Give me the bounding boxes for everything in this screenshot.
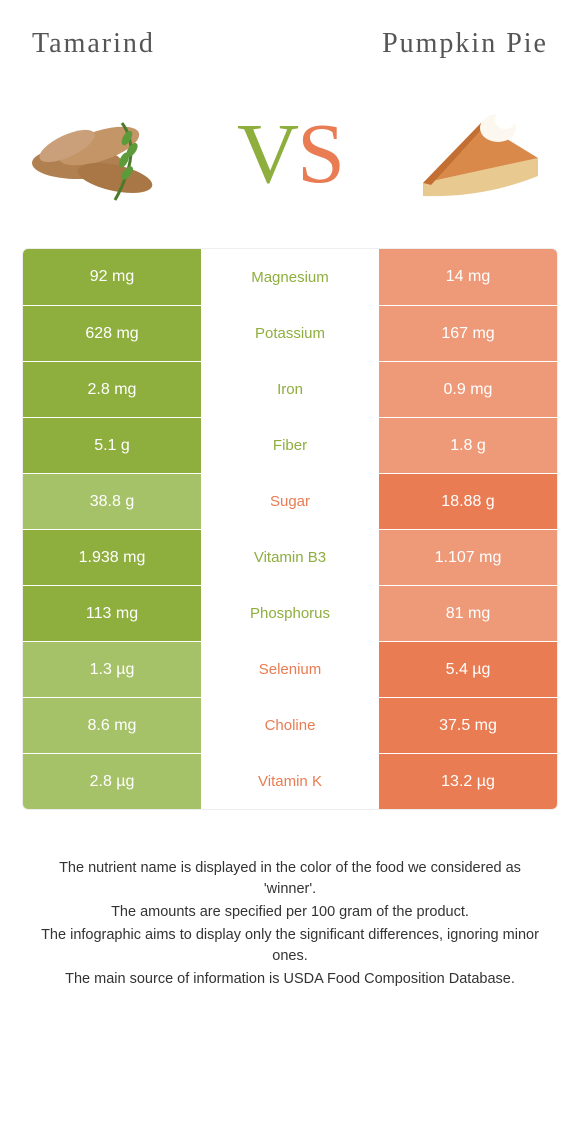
nutrient-name: Vitamin K [201,754,379,809]
pumpkin-pie-image [403,88,553,218]
nutrient-name: Iron [201,362,379,417]
value-left: 113 mg [23,586,201,641]
value-right: 1.107 mg [379,530,557,585]
hero-row: V S [22,78,558,248]
table-row: 5.1 gFiber1.8 g [23,417,557,473]
footer-notes: The nutrient name is displayed in the co… [22,810,558,990]
table-row: 8.6 mgCholine37.5 mg [23,697,557,753]
vs-s: S [297,103,343,203]
value-right: 18.88 g [379,474,557,529]
table-row: 2.8 µgVitamin K13.2 µg [23,753,557,809]
nutrient-name: Choline [201,698,379,753]
table-row: 628 mgPotassium167 mg [23,305,557,361]
value-left: 38.8 g [23,474,201,529]
comparison-table: 92 mgMagnesium14 mg628 mgPotassium167 mg… [22,248,558,810]
value-right: 0.9 mg [379,362,557,417]
table-row: 1.938 mgVitamin B31.107 mg [23,529,557,585]
footer-line: The main source of information is USDA F… [40,969,540,990]
value-right: 167 mg [379,306,557,361]
value-left: 1.3 µg [23,642,201,697]
nutrient-name: Magnesium [201,249,379,305]
nutrient-name: Sugar [201,474,379,529]
value-left: 1.938 mg [23,530,201,585]
title-right: Pumpkin pie [382,28,548,60]
titles-row: Tamarind Pumpkin pie [22,20,558,78]
vs-v: V [237,103,297,203]
value-right: 5.4 µg [379,642,557,697]
nutrient-name: Vitamin B3 [201,530,379,585]
footer-line: The amounts are specified per 100 gram o… [40,902,540,923]
value-left: 92 mg [23,249,201,305]
footer-line: The nutrient name is displayed in the co… [40,858,540,900]
table-row: 2.8 mgIron0.9 mg [23,361,557,417]
nutrient-name: Potassium [201,306,379,361]
value-left: 2.8 mg [23,362,201,417]
value-right: 13.2 µg [379,754,557,809]
nutrient-name: Selenium [201,642,379,697]
table-row: 38.8 gSugar18.88 g [23,473,557,529]
value-right: 37.5 mg [379,698,557,753]
vs-label: V S [237,103,343,203]
value-right: 14 mg [379,249,557,305]
footer-line: The infographic aims to display only the… [40,925,540,967]
title-left: Tamarind [32,28,155,60]
value-left: 628 mg [23,306,201,361]
value-left: 5.1 g [23,418,201,473]
value-right: 1.8 g [379,418,557,473]
value-left: 2.8 µg [23,754,201,809]
value-right: 81 mg [379,586,557,641]
table-row: 92 mgMagnesium14 mg [23,249,557,305]
value-left: 8.6 mg [23,698,201,753]
table-row: 1.3 µgSelenium5.4 µg [23,641,557,697]
nutrient-name: Fiber [201,418,379,473]
tamarind-image [27,88,177,218]
table-row: 113 mgPhosphorus81 mg [23,585,557,641]
nutrient-name: Phosphorus [201,586,379,641]
